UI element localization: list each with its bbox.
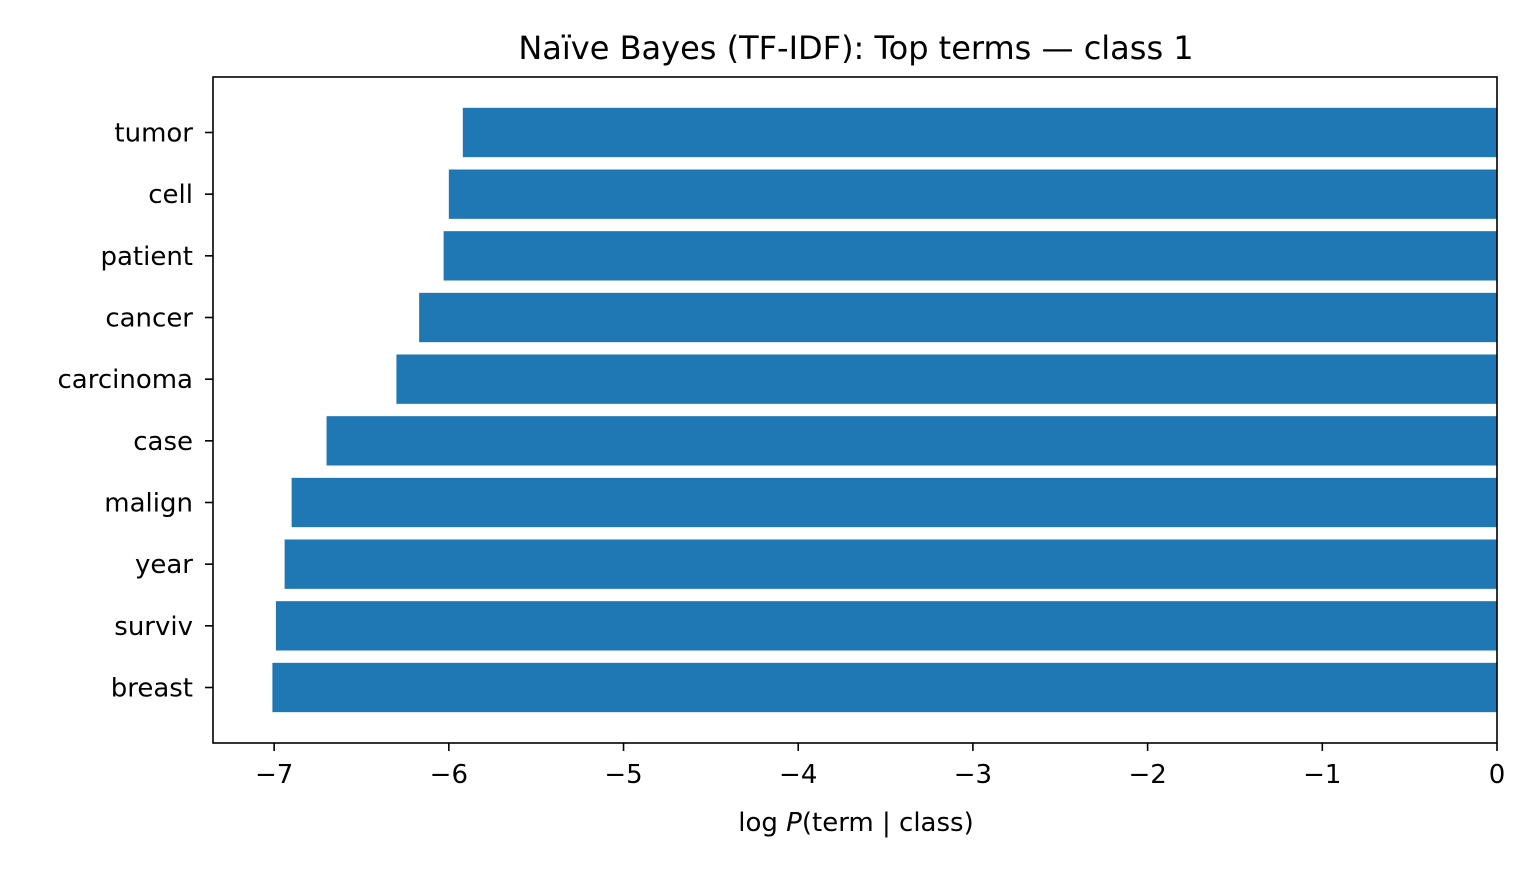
x-axis-ticks: −7 −6 −5 −4 −3 −2 −1 0 (255, 743, 1505, 790)
bar-case (326, 416, 1497, 466)
y-tick-label-surviv: surviv (114, 612, 193, 642)
bars-group (272, 107, 1498, 713)
bar-surviv (275, 601, 1498, 651)
x-tick-label-3: −4 (779, 760, 817, 790)
x-tick-label-1: −6 (430, 760, 468, 790)
y-tick-label-cell: cell (148, 180, 193, 210)
x-tick-label-4: −3 (954, 760, 992, 790)
y-tick-label-carcinoma: carcinoma (57, 365, 193, 395)
x-tick-label-0: −7 (255, 760, 293, 790)
x-axis-label-prefix: log (738, 808, 786, 838)
bar-tumor (462, 107, 1497, 158)
plot-frame (212, 76, 1498, 744)
bar-breast (272, 662, 1498, 713)
bar-year (284, 539, 1497, 589)
y-tick-label-malign: malign (104, 489, 193, 519)
y-tick-label-patient: patient (100, 242, 193, 272)
y-tick-label-breast: breast (111, 674, 193, 704)
y-tick-label-year: year (135, 550, 193, 580)
x-axis-label-suffix: (term | class) (802, 808, 974, 838)
bar-malign (291, 477, 1497, 528)
y-axis-ticks: tumor cell patient cancer carcinoma case malig… (57, 119, 213, 704)
y-tick-label-tumor: tumor (114, 119, 193, 149)
x-tick-label-5: −2 (1128, 760, 1166, 790)
x-axis-label: log P(term | class) (738, 808, 973, 838)
bar-patient (443, 231, 1497, 281)
x-tick-label-6: −1 (1303, 760, 1341, 790)
chart-title: Naïve Bayes (TF-IDF): Top terms — class … (518, 29, 1193, 67)
bar-cancer (419, 292, 1497, 343)
x-axis-label-italic: P (786, 808, 802, 838)
x-tick-label-2: −5 (604, 760, 642, 790)
bar-cell (448, 169, 1498, 219)
bar-carcinoma (396, 354, 1497, 404)
y-tick-label-cancer: cancer (105, 304, 193, 334)
x-tick-label-7: 0 (1489, 760, 1506, 790)
y-tick-label-case: case (133, 427, 193, 457)
